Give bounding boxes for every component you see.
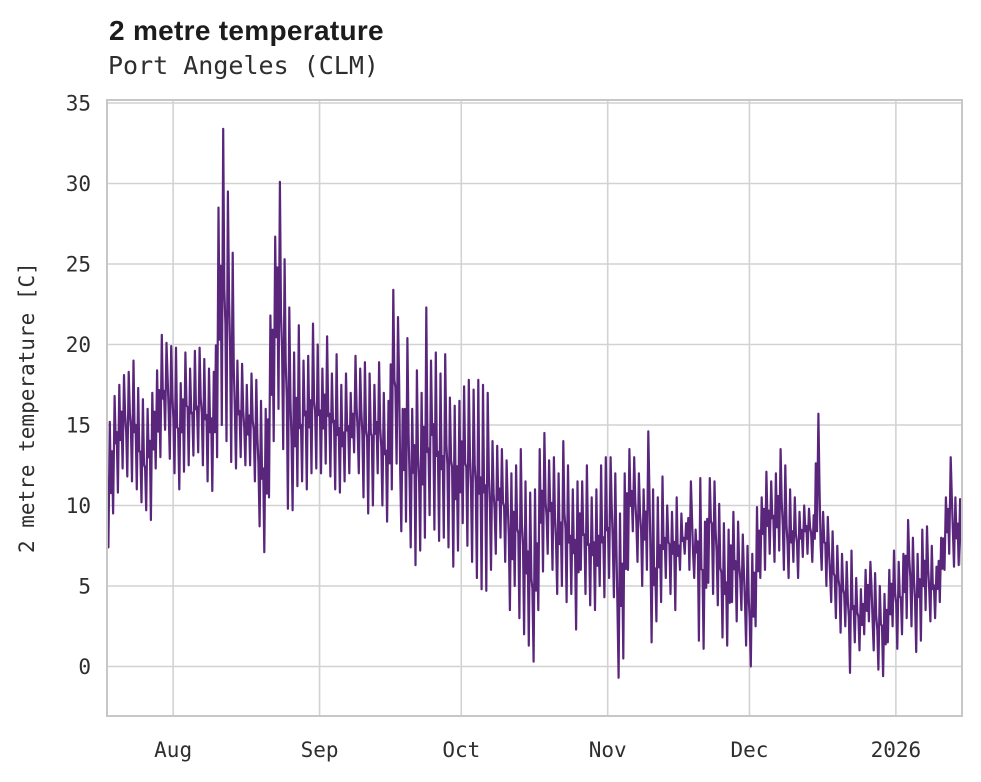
temperature-line (106, 127, 963, 679)
x-tick-label: 2026 (871, 738, 922, 762)
y-tick-label: 10 (66, 494, 91, 518)
x-tick-label: Nov (589, 738, 627, 762)
y-tick-label: 20 (66, 333, 91, 357)
plot-frame (106, 99, 963, 717)
x-tick-label: Dec (730, 738, 768, 762)
x-tick-label: Oct (442, 738, 480, 762)
x-tick-label: Aug (154, 738, 192, 762)
y-tick-label: 30 (66, 172, 91, 196)
x-tick-label: Sep (301, 738, 339, 762)
y-tick-label: 15 (66, 414, 91, 438)
y-tick-label: 5 (78, 575, 91, 599)
y-tick-label: 25 (66, 253, 91, 277)
y-tick-label: 0 (78, 655, 91, 679)
y-tick-label: 35 (66, 92, 91, 116)
chart-title: 2 metre temperature (109, 15, 384, 46)
chart-subtitle: Port Angeles (CLM) (108, 51, 379, 80)
